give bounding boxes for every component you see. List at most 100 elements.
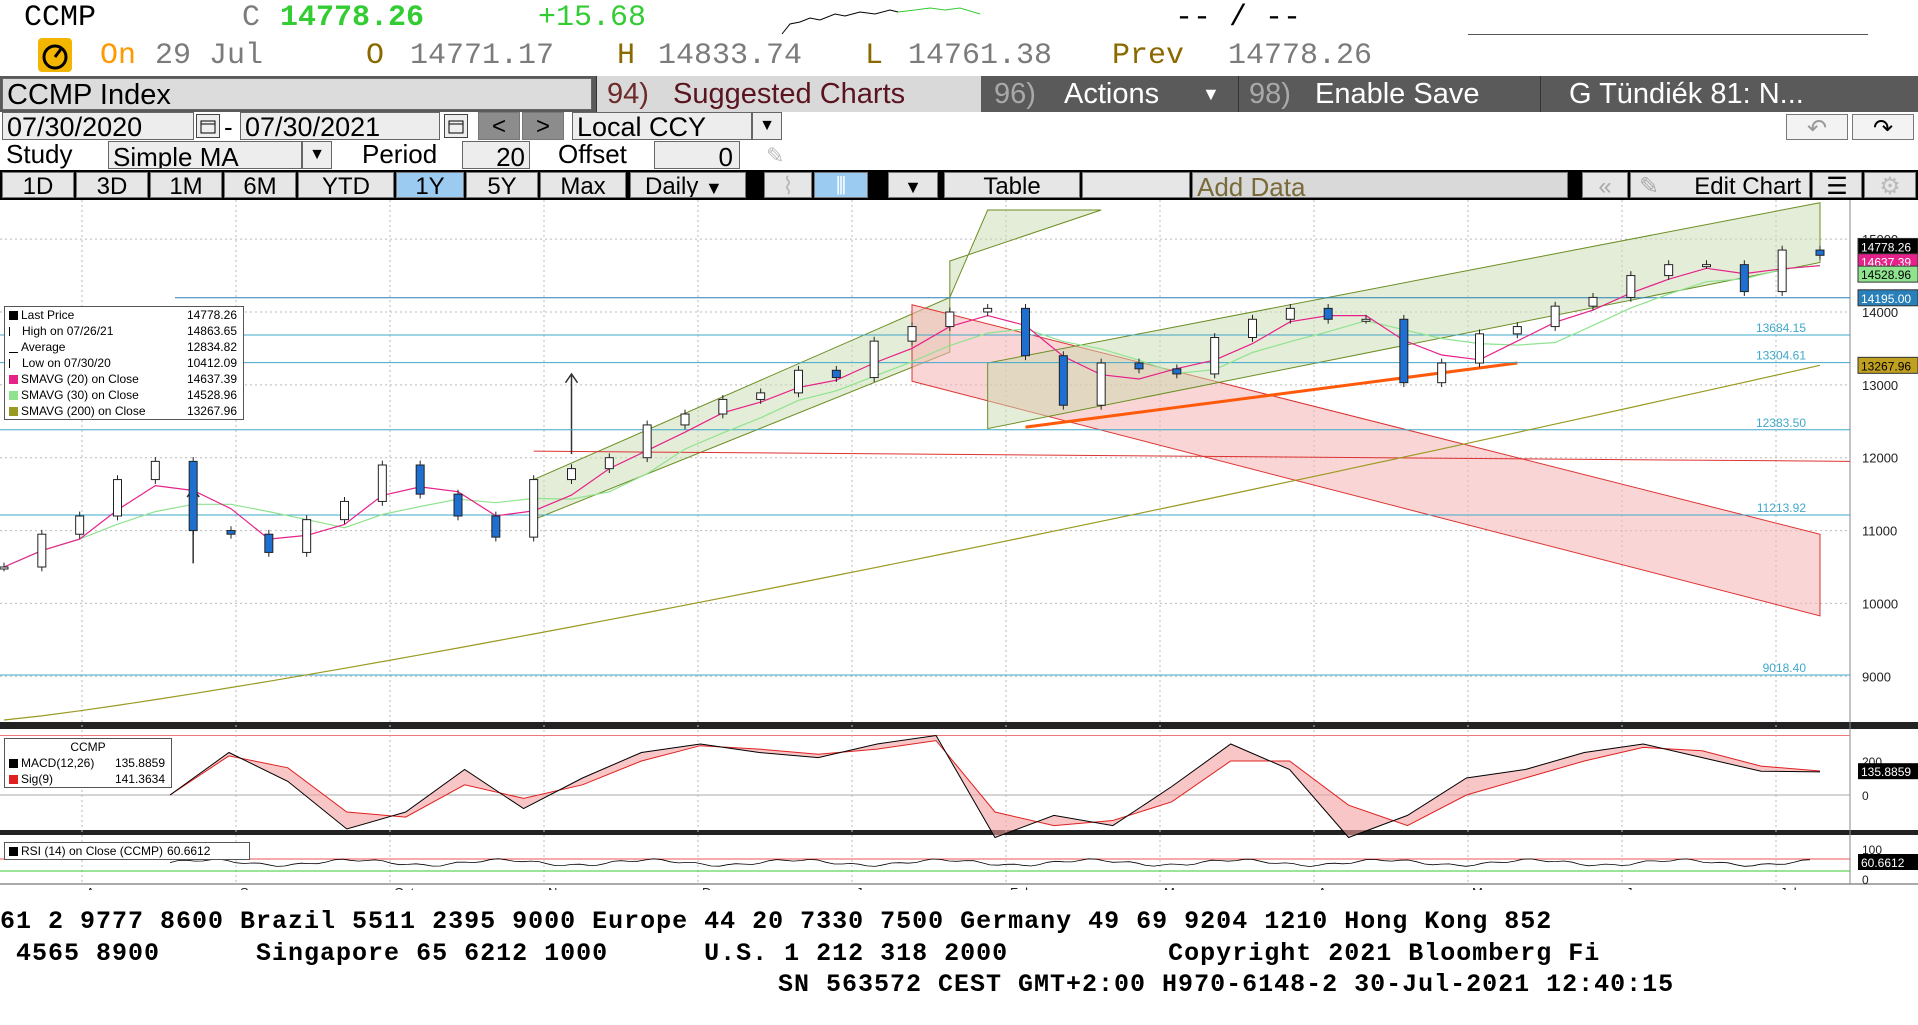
range-1m-button[interactable]: 1M (150, 172, 222, 198)
undo-icon[interactable]: ↶ (1786, 114, 1848, 140)
fib-level-label: 13304.61 (1756, 349, 1806, 363)
study-row: Study Simple MA ▼ Period 20 Offset 0 ✎ (0, 139, 1918, 169)
close-prefix: C (242, 1, 261, 35)
ticker-line-3: SN 563572 CEST GMT+2:00 H970-6148-2 30-J… (778, 970, 1675, 999)
legend-swatch (9, 311, 18, 321)
open-value: 14771.17 (410, 39, 555, 73)
table-button[interactable]: Table (944, 172, 1080, 198)
candle-body (150, 460, 160, 481)
net-change: +15.68 (538, 1, 647, 35)
legend-swatch (9, 327, 19, 337)
rsi-tick-label: 0 (1862, 873, 1869, 887)
range-3d-button[interactable]: 3D (76, 172, 148, 198)
candle-body (756, 392, 766, 400)
range-1d-button[interactable]: 1D (2, 172, 74, 198)
candlestick-icon[interactable]: ⫴ (814, 172, 868, 198)
sma30-tag (1857, 265, 1918, 283)
legend-row: High on 07/26/21 14863.65 (5, 323, 243, 339)
user-menu[interactable]: G Tündiék 81: N... (1540, 76, 1918, 112)
calendar-icon[interactable] (444, 114, 468, 138)
line-chart-icon[interactable]: ⌇ (764, 172, 812, 198)
fib-level-label: 12383.50 (1756, 416, 1806, 430)
legend-label: RSI (14) on Close (CCMP) (21, 844, 164, 858)
candle-body (1134, 362, 1144, 370)
header-rule (1468, 34, 1868, 35)
redo-icon[interactable]: ↷ (1852, 114, 1914, 140)
time-separator: -- / -- (1175, 1, 1302, 35)
legend-value: 14528.96 (186, 388, 237, 402)
calendar-icon[interactable] (196, 114, 220, 138)
candle-body (1210, 337, 1220, 375)
legend-row: SMAVG (200) on Close 13267.96 (5, 403, 243, 419)
speedometer-icon[interactable] (38, 38, 72, 72)
chevron-down-icon[interactable]: ▼ (752, 112, 782, 140)
legend-swatch (9, 375, 18, 385)
range-5y-button[interactable]: 5Y (466, 172, 538, 198)
date-separator: - (224, 112, 233, 142)
price-candles (0, 245, 1825, 572)
candle-body (415, 464, 425, 495)
chevron-down-icon: ▼ (705, 178, 723, 198)
prev-period-button[interactable]: < (478, 112, 520, 140)
range-1y-button[interactable]: 1Y (396, 172, 464, 198)
legend-swatch (9, 407, 18, 417)
period-field[interactable]: 20 (462, 141, 530, 169)
candle-body (680, 413, 690, 426)
next-period-button[interactable]: > (522, 112, 564, 140)
gear-icon[interactable]: ⚙ (1864, 172, 1916, 198)
date-row: 07/30/2020 - 07/30/2021 < > Local CCY ▼ … (0, 112, 1918, 142)
edit-chart-button[interactable]: ✎ Edit Chart (1630, 172, 1810, 198)
range-max-button[interactable]: Max (540, 172, 626, 198)
rsi-tick-label: 100 (1862, 843, 1882, 857)
offset-field[interactable]: 0 (654, 141, 740, 169)
candle-body (1248, 318, 1257, 338)
rsi-tag-text: 60.6612 (1861, 856, 1905, 870)
study-select[interactable]: Simple MA (108, 141, 302, 169)
chevron-down-icon[interactable]: ▼ (302, 141, 332, 169)
candle-body (1361, 318, 1371, 322)
chart-canvas[interactable]: 13684.1513304.6112383.5011213.929018.40 … (0, 200, 1918, 890)
x-tick-label: Aug (86, 885, 109, 890)
legend-label: Low on 07/30/20 (22, 356, 111, 370)
candle-body (37, 533, 47, 568)
last-price-tag-text: 14778.26 (1861, 240, 1911, 254)
candle-body (75, 515, 85, 535)
study-label: Study (6, 139, 73, 169)
end-date-field[interactable]: 07/30/2021 (240, 112, 440, 140)
actions-menu[interactable]: 96) Actions ▼ (984, 76, 1234, 112)
add-data-field[interactable]: Add Data (1192, 172, 1568, 198)
blank-button[interactable] (1082, 172, 1190, 198)
ticker-line-1: 61 2 9777 8600 Brazil 5511 2395 9000 Eur… (0, 907, 1553, 936)
enable-save-button[interactable]: 98) Enable Save (1238, 76, 1537, 112)
sma-200-line (3, 364, 1821, 721)
security-field[interactable]: CCMP Index (2, 78, 592, 110)
price-legend: Last Price 14778.26 High on 07/26/21 14863… (4, 306, 244, 420)
frequency-select[interactable]: Daily ▼ (630, 172, 746, 198)
legend-value: 60.6612 (167, 844, 211, 858)
chart-settings-icon[interactable]: ☰ (1812, 172, 1862, 198)
suggested-charts-button[interactable]: 94) Suggested Charts (596, 76, 981, 112)
legend-row: Low on 07/30/20 10412.09 (5, 355, 243, 371)
chevron-down-icon[interactable]: ▼ (888, 172, 938, 198)
legend-label: SMAVG (20) on Close (21, 372, 139, 386)
candle-body (1285, 307, 1295, 320)
rsi-tag (1858, 854, 1918, 870)
start-date-field[interactable]: 07/30/2020 (2, 112, 194, 140)
y-tick-label: 9000 (1862, 669, 1891, 684)
candle-body (1512, 326, 1522, 335)
currency-select[interactable]: Local CCY (572, 112, 752, 140)
candle-body (0, 566, 9, 570)
y-tick-label: 10000 (1862, 596, 1898, 611)
candle-body (340, 500, 349, 521)
collapse-icon[interactable]: « (1582, 172, 1628, 198)
pencil-icon[interactable]: ✎ (766, 143, 785, 168)
candle-body (1626, 275, 1636, 298)
legend-label: Average (21, 340, 66, 354)
actions-label: Actions (1064, 78, 1160, 110)
legend-row: SMAVG (20) on Close 14637.39 (5, 371, 243, 387)
candle-body (1021, 307, 1030, 357)
range-ytd-button[interactable]: YTD (298, 172, 394, 198)
sparkline (781, 7, 981, 35)
range-6m-button[interactable]: 6M (224, 172, 296, 198)
frequency-label: Daily (645, 173, 699, 198)
